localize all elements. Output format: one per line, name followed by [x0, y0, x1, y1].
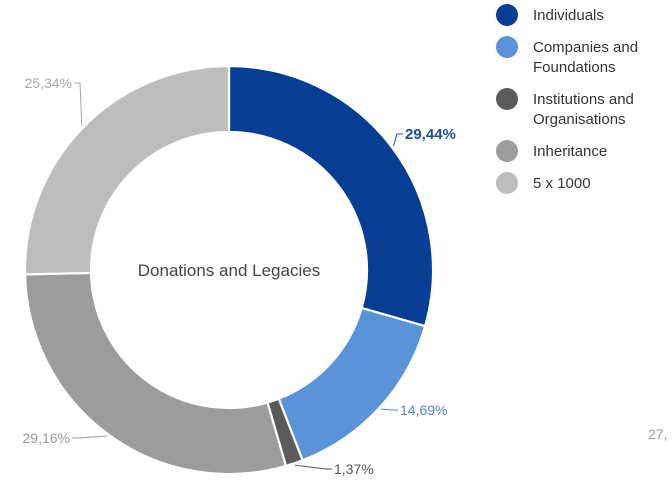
pie-slice-5: [23, 64, 231, 276]
leader-line-2: [381, 408, 398, 411]
leader-line-5: [74, 82, 83, 126]
value-label-5: 25,34%: [25, 75, 72, 91]
legend-swatch-3: [496, 88, 518, 110]
value-label-3: 1,37%: [334, 461, 374, 477]
legend-label-1: Individuals: [533, 7, 604, 24]
legend-item-4: Inheritance: [496, 140, 672, 162]
value-label-1: 29,44%: [405, 126, 456, 143]
legend-item-2: Companies and Foundations: [496, 36, 672, 78]
legend-swatch-4: [496, 140, 518, 162]
legend-swatch-2: [496, 36, 518, 58]
legend: Individuals Companies and Foundations Inst…: [496, 4, 672, 206]
legend-label-5: 5 x 1000: [533, 175, 591, 192]
legend-swatch-1: [496, 4, 518, 26]
leader-line-3: [294, 464, 332, 470]
legend-label-2: Companies and Foundations: [533, 39, 639, 76]
pie-slice-2: [277, 306, 427, 462]
cropped-value-label: 27,: [648, 426, 668, 442]
value-label-4: 29,16%: [23, 430, 70, 446]
legend-label-4: Inheritance: [533, 143, 608, 160]
leader-line-4: [72, 435, 108, 439]
center-label: Donations and Legacies: [138, 261, 320, 280]
legend-label-3: Institutions and Organisations: [533, 91, 634, 128]
pie-slice-1: [227, 64, 435, 328]
legend-item-3: Institutions and Organisations: [496, 88, 672, 130]
legend-item-1: Individuals: [496, 4, 672, 26]
legend-item-5: 5 x 1000: [496, 172, 672, 194]
pie-slice-4: [23, 271, 288, 476]
value-label-2: 14,69%: [400, 402, 447, 418]
leader-line-1: [393, 133, 403, 147]
legend-swatch-5: [496, 172, 518, 194]
